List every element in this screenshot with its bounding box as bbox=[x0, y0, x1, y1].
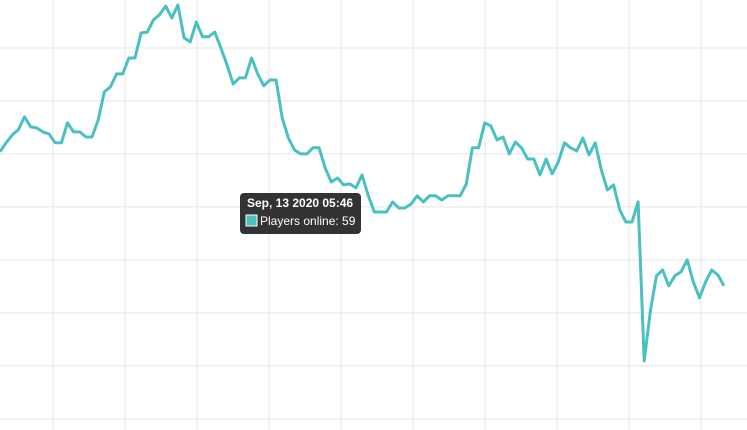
tooltip-text: Players online: 59 bbox=[260, 214, 356, 228]
plot-area bbox=[0, 3, 726, 363]
data-line bbox=[0, 3, 726, 363]
tooltip-box bbox=[240, 193, 361, 234]
tooltip: Sep, 13 2020 05:46 Players online: 59 bbox=[240, 193, 361, 234]
tooltip-title: Sep, 13 2020 05:46 bbox=[247, 196, 353, 210]
tooltip-swatch bbox=[245, 214, 258, 227]
